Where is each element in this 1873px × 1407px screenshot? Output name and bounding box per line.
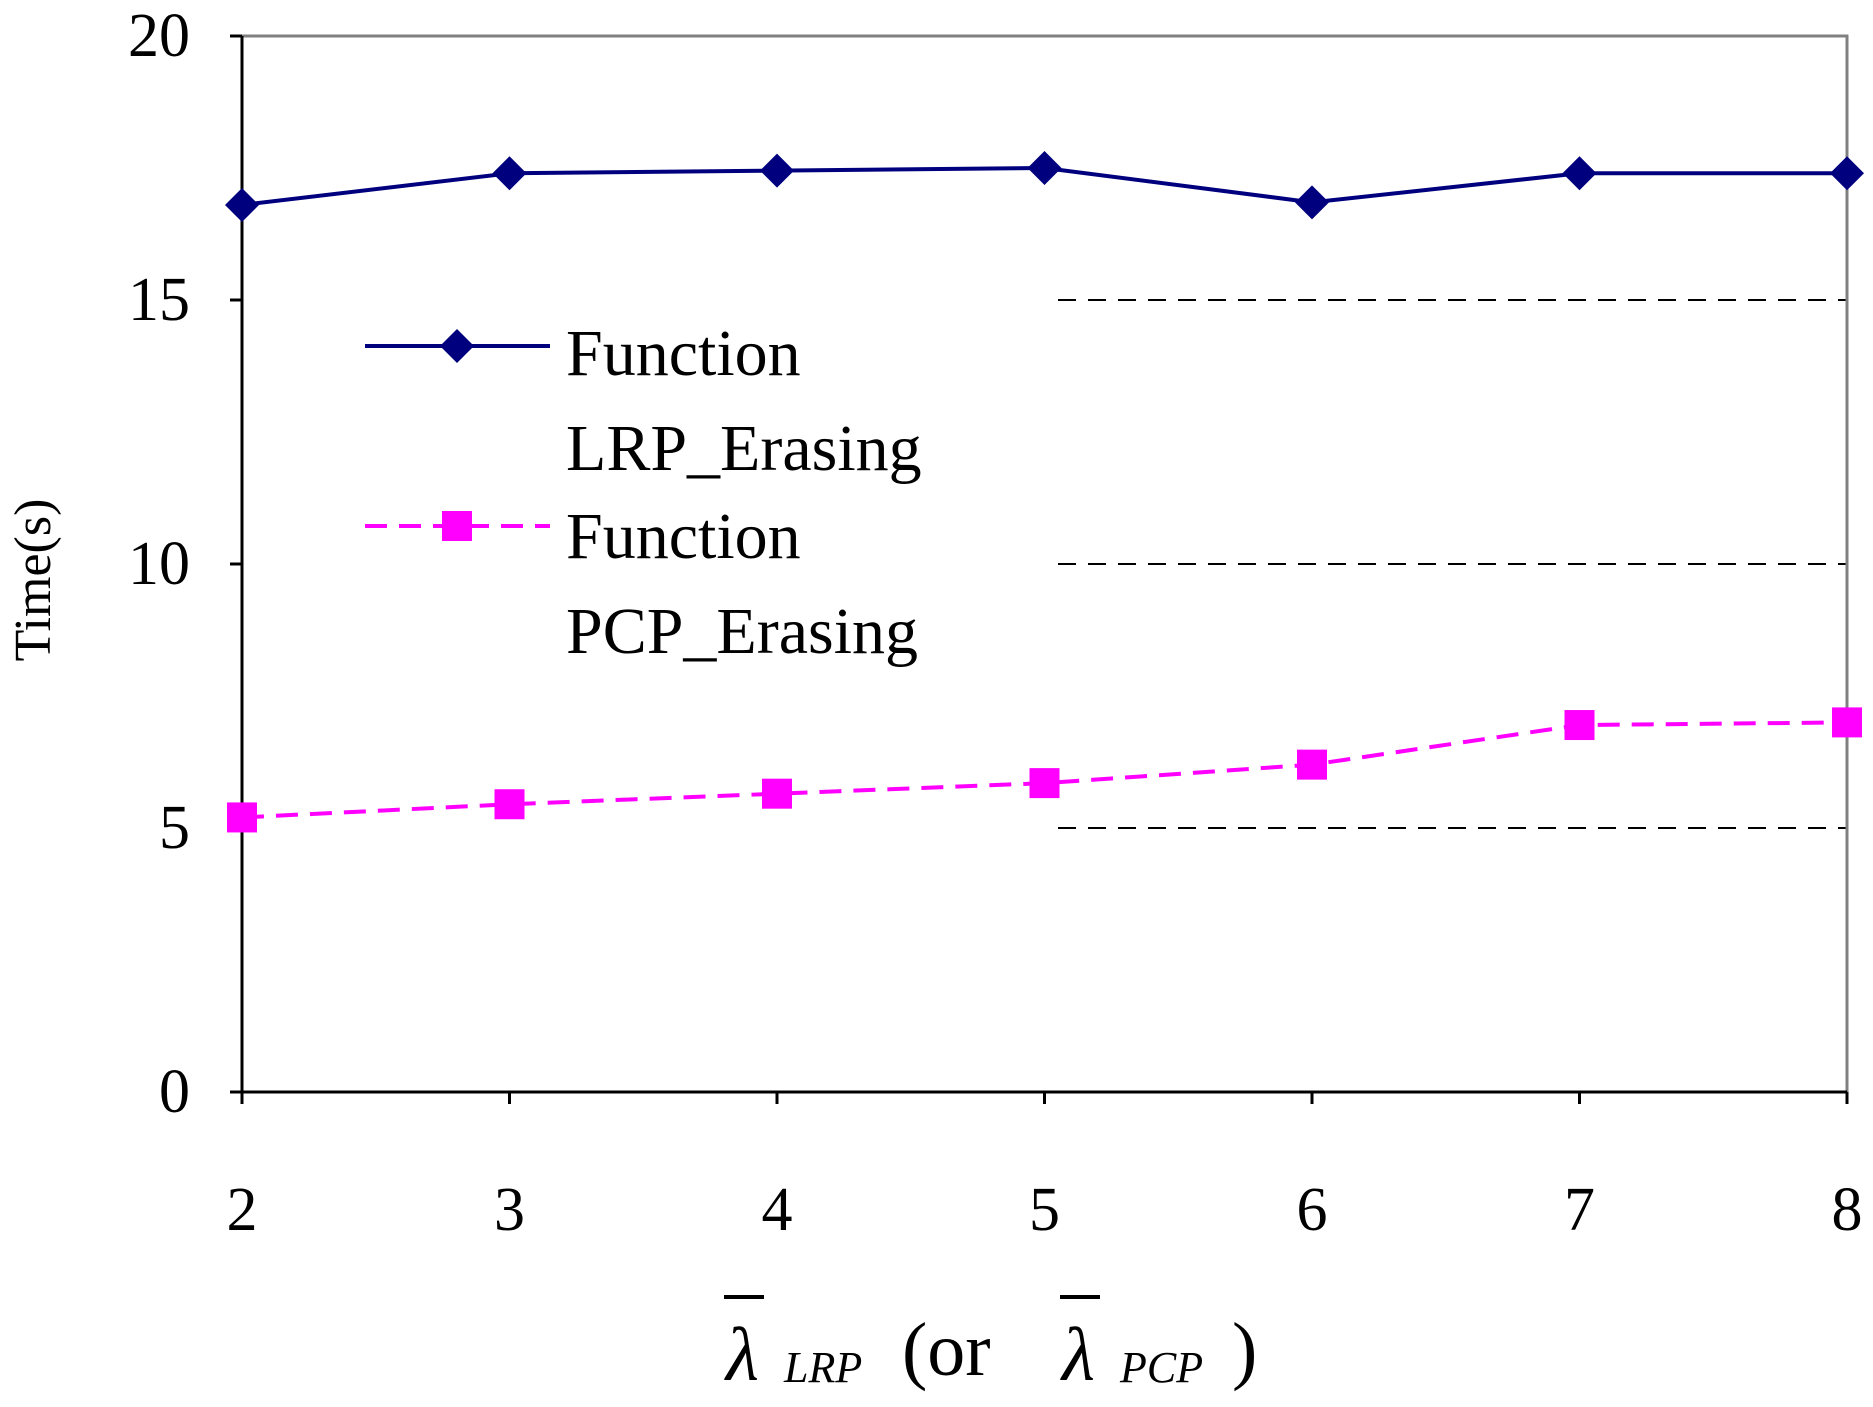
x-axis-or-text: (or bbox=[902, 1308, 991, 1392]
y-tick-label-10: 10 bbox=[128, 530, 190, 598]
x-axis-subscript-pcp: PCP bbox=[1119, 1343, 1203, 1392]
x-tick-label-3: 3 bbox=[494, 1176, 525, 1244]
y-tick-label-15: 15 bbox=[128, 266, 190, 334]
x-axis-lambda-pcp: λ bbox=[1060, 1313, 1095, 1397]
gridlines bbox=[1058, 299, 1847, 829]
x-tick-label-4: 4 bbox=[762, 1176, 793, 1244]
legend-label-pcp-line2: PCP_Erasing bbox=[566, 595, 918, 668]
x-axis-lambda-lrp: λ bbox=[724, 1313, 759, 1397]
data-point-pcp-x8 bbox=[1832, 707, 1862, 738]
data-point-lrp-x5 bbox=[1027, 151, 1062, 185]
data-point-pcp-x3 bbox=[494, 789, 525, 820]
x-tick-label-7: 7 bbox=[1564, 1176, 1595, 1244]
x-axis-subscript-lrp: LRP bbox=[783, 1343, 862, 1392]
x-tick-label-8: 8 bbox=[1832, 1176, 1863, 1244]
y-axis-title: Time(s) bbox=[5, 499, 62, 662]
data-point-lrp-x4 bbox=[760, 153, 794, 188]
data-point-lrp-x7 bbox=[1562, 156, 1597, 191]
series bbox=[225, 151, 1864, 833]
legend-marker-square bbox=[442, 511, 472, 541]
legend-label-lrp-line2: LRP_Erasing bbox=[566, 412, 922, 485]
y-tick-label-0: 0 bbox=[159, 1058, 190, 1126]
legend-label-pcp-line1: Function bbox=[566, 500, 801, 573]
data-point-pcp-x2 bbox=[227, 802, 257, 833]
series-pcp bbox=[227, 707, 1862, 833]
legend-entry-lrp: Function LRP_Erasing bbox=[365, 317, 922, 485]
legend-label-lrp-line1: Function bbox=[566, 317, 801, 390]
x-axis-close-paren: ) bbox=[1232, 1308, 1257, 1392]
y-tick-label-5: 5 bbox=[159, 794, 190, 862]
data-point-pcp-x4 bbox=[762, 778, 792, 809]
data-point-pcp-x5 bbox=[1029, 768, 1060, 799]
legend-marker-diamond bbox=[440, 329, 474, 363]
series-lrp bbox=[225, 151, 1864, 222]
data-point-pcp-x6 bbox=[1297, 749, 1327, 780]
x-tick-label-5: 5 bbox=[1029, 1176, 1060, 1244]
y-tick-label-20: 20 bbox=[128, 2, 190, 70]
data-point-lrp-x6 bbox=[1295, 185, 1329, 220]
axes: 0 5 10 15 20 2 3 4 5 6 7 8 bbox=[128, 2, 1863, 1244]
x-axis-title: λ LRP (or λ PCP ) bbox=[724, 1295, 1257, 1397]
data-point-lrp-x8 bbox=[1830, 156, 1864, 191]
legend-entry-pcp: Function PCP_Erasing bbox=[365, 500, 918, 668]
data-point-lrp-x3 bbox=[492, 156, 527, 191]
legend: Function LRP_Erasing Function PCP_Erasin… bbox=[365, 317, 922, 668]
x-tick-label-6: 6 bbox=[1297, 1176, 1328, 1244]
data-point-pcp-x7 bbox=[1564, 710, 1595, 741]
data-point-lrp-x2 bbox=[225, 187, 259, 222]
x-tick-label-2: 2 bbox=[227, 1176, 258, 1244]
